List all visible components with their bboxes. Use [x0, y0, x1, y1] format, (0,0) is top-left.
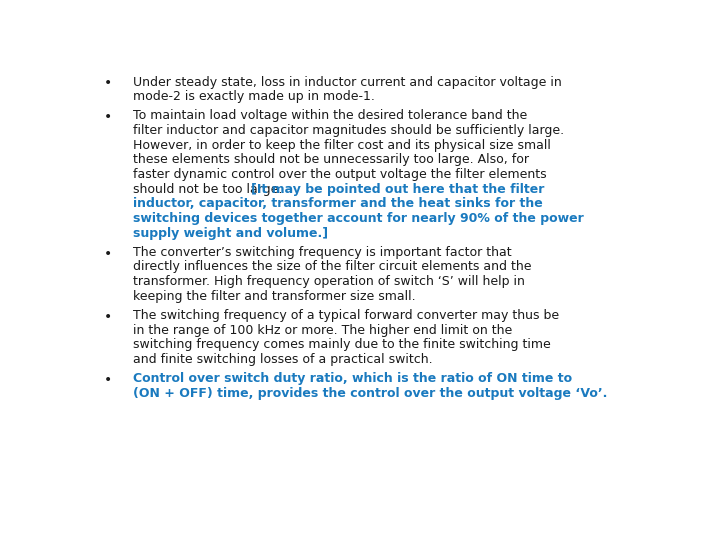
Text: directly influences the size of the filter circuit elements and the: directly influences the size of the filt…: [132, 260, 531, 273]
Text: in the range of 100 kHz or more. The higher end limit on the: in the range of 100 kHz or more. The hig…: [132, 323, 512, 336]
Text: •: •: [104, 110, 112, 124]
Text: keeping the filter and transformer size small.: keeping the filter and transformer size …: [132, 289, 415, 302]
Text: To maintain load voltage within the desired tolerance band the: To maintain load voltage within the desi…: [132, 110, 527, 123]
Text: •: •: [104, 373, 112, 387]
Text: supply weight and volume.]: supply weight and volume.]: [132, 226, 328, 240]
Text: Control over switch duty ratio, which is the ratio of ON time to: Control over switch duty ratio, which is…: [132, 372, 572, 385]
Text: these elements should not be unnecessarily too large. Also, for: these elements should not be unnecessari…: [132, 153, 528, 166]
Text: faster dynamic control over the output voltage the filter elements: faster dynamic control over the output v…: [132, 168, 546, 181]
Text: (ON + OFF) time, provides the control over the output voltage ‘Vo’.: (ON + OFF) time, provides the control ov…: [132, 387, 607, 400]
Text: The converter’s switching frequency is important factor that: The converter’s switching frequency is i…: [132, 246, 511, 259]
Text: inductor, capacitor, transformer and the heat sinks for the: inductor, capacitor, transformer and the…: [132, 197, 542, 210]
Text: [It may be pointed out here that the filter: [It may be pointed out here that the fil…: [251, 183, 545, 195]
Text: The switching frequency of a typical forward converter may thus be: The switching frequency of a typical for…: [132, 309, 559, 322]
Text: transformer. High frequency operation of switch ‘S’ will help in: transformer. High frequency operation of…: [132, 275, 524, 288]
Text: switching devices together account for nearly 90% of the power: switching devices together account for n…: [132, 212, 583, 225]
Text: However, in order to keep the filter cost and its physical size small: However, in order to keep the filter cos…: [132, 139, 551, 152]
Text: •: •: [104, 76, 112, 90]
Text: switching frequency comes mainly due to the finite switching time: switching frequency comes mainly due to …: [132, 338, 550, 351]
Text: should not be too large.: should not be too large.: [132, 183, 286, 195]
Text: Under steady state, loss in inductor current and capacitor voltage in: Under steady state, loss in inductor cur…: [132, 76, 562, 89]
Text: •: •: [104, 309, 112, 323]
Text: and finite switching losses of a practical switch.: and finite switching losses of a practic…: [132, 353, 432, 366]
Text: mode-2 is exactly made up in mode-1.: mode-2 is exactly made up in mode-1.: [132, 90, 374, 103]
Text: filter inductor and capacitor magnitudes should be sufficiently large.: filter inductor and capacitor magnitudes…: [132, 124, 564, 137]
Text: •: •: [104, 247, 112, 260]
